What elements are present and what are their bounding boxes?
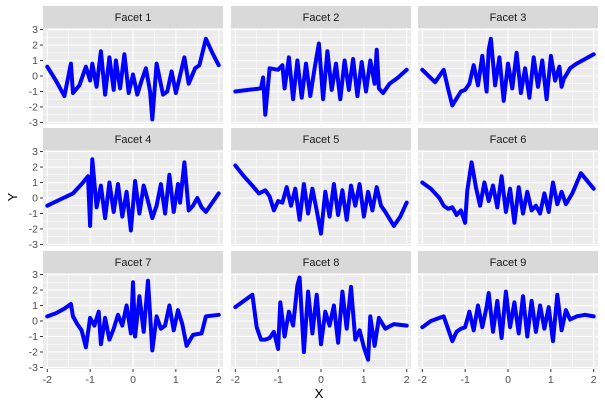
- y-tick-label: 0: [32, 193, 38, 205]
- y-tick-label: -2: [29, 347, 38, 359]
- facet-strip: [418, 6, 598, 28]
- facet-strip: [43, 6, 223, 28]
- y-tick-label: -3: [29, 362, 38, 374]
- series-line: [45, 157, 221, 233]
- facet-strip-label: Facet 5: [303, 134, 340, 146]
- x-tick-label: -1: [273, 374, 282, 386]
- facet-panel: Facet 7 -3 -2 -1 0 1 2 3 -2 -1 0 1 2: [29, 251, 223, 386]
- x-tick-label: 1: [173, 374, 179, 386]
- y-tick-label: 3: [32, 269, 38, 281]
- x-tick-label: -2: [418, 374, 427, 386]
- x-tick-label: 2: [404, 374, 410, 386]
- y-tick-label: 0: [32, 71, 38, 83]
- facet-strip: [231, 6, 411, 28]
- y-tick-label: -2: [29, 224, 38, 236]
- facet-panel: Facet 8 -2 -1 0 1 2: [231, 251, 411, 386]
- facet-strip: [231, 128, 411, 150]
- y-tick-label: 3: [32, 24, 38, 36]
- y-tick-label: 1: [32, 300, 38, 312]
- y-tick-label: 2: [32, 162, 38, 174]
- y-tick-label: 2: [32, 285, 38, 297]
- facet-panel: Facet 4 -3 -2 -1 0 1 2 3: [29, 128, 223, 251]
- series-line: [233, 275, 409, 362]
- y-tick-label: 0: [32, 316, 38, 328]
- y-tick-label: 1: [32, 55, 38, 67]
- facet-strip-label: Facet 7: [115, 257, 152, 269]
- facet-panel: Facet 2: [231, 6, 411, 124]
- facet-strip: [43, 251, 223, 273]
- y-tick-label: -1: [29, 331, 38, 343]
- facet-strip-label: Facet 3: [490, 12, 527, 24]
- series-line: [420, 160, 596, 225]
- y-tick-label: 2: [32, 40, 38, 52]
- x-tick-label: -2: [231, 374, 240, 386]
- facet-panel: Facet 5: [231, 128, 411, 246]
- y-tick-label: -1: [29, 208, 38, 220]
- y-tick-label: -1: [29, 86, 38, 98]
- facet-strip: [43, 128, 223, 150]
- y-tick-label: 1: [32, 177, 38, 189]
- x-tick-label: -1: [460, 374, 469, 386]
- facet-strip-label: Facet 2: [303, 12, 340, 24]
- facet-strip: [418, 128, 598, 150]
- y-tick-label: 3: [32, 146, 38, 158]
- x-axis-title: X: [315, 386, 324, 401]
- x-tick-label: -2: [43, 374, 52, 386]
- series-line: [420, 289, 596, 344]
- series-line: [45, 278, 221, 353]
- facet-strip-label: Facet 4: [115, 134, 152, 146]
- facet-panel: Facet 6: [418, 128, 598, 246]
- series-line: [233, 163, 409, 236]
- facet-panel: Facet 3: [418, 6, 598, 124]
- facet-strip-label: Facet 9: [490, 257, 527, 269]
- x-tick-label: 1: [361, 374, 367, 386]
- x-tick-label: 2: [216, 374, 222, 386]
- x-tick-label: 0: [318, 374, 324, 386]
- series-line: [233, 41, 409, 117]
- facet-strip-label: Facet 8: [303, 257, 340, 269]
- facet-panels: Facet 1 -3 -2 -1 0 1 2 3 Facet 2 Facet 3 Facet 4 -3…: [29, 6, 598, 386]
- y-tick-label: -3: [29, 117, 38, 129]
- facet-panel: Facet 9 -2 -1 0 1 2: [418, 251, 598, 386]
- x-tick-label: -1: [85, 374, 94, 386]
- series-line: [45, 36, 221, 122]
- facet-strip-label: Facet 6: [490, 134, 527, 146]
- y-tick-label: -2: [29, 102, 38, 114]
- x-tick-label: 0: [130, 374, 136, 386]
- facet-strip-label: Facet 1: [115, 12, 152, 24]
- facet-panel: Facet 1 -3 -2 -1 0 1 2 3: [29, 6, 223, 129]
- x-tick-label: 2: [591, 374, 597, 386]
- series-line: [420, 36, 596, 108]
- y-tick-label: -3: [29, 239, 38, 251]
- x-tick-label: 1: [548, 374, 554, 386]
- facet-strip: [418, 251, 598, 273]
- facet-strip: [231, 251, 411, 273]
- x-tick-label: 0: [505, 374, 511, 386]
- y-axis-title: Y: [5, 192, 20, 201]
